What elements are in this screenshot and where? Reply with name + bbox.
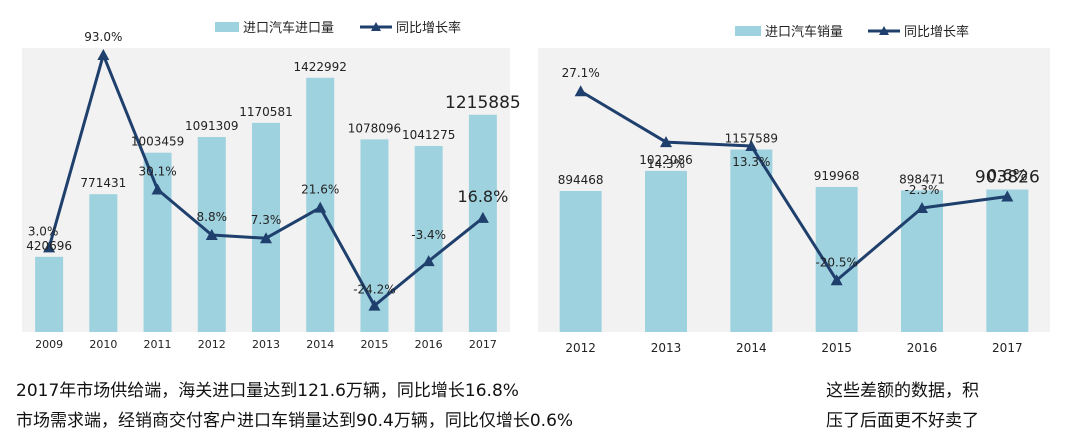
- chart2-legend-line-label: 同比增长率: [904, 24, 969, 40]
- chart2-bar-label-2014: 1157589: [725, 132, 778, 146]
- chart2-growth-line: [579, 89, 1008, 282]
- chart1-growth-marker-2009: [43, 241, 56, 253]
- chart2-legend-bar-swatch: [735, 26, 761, 36]
- chart1-growth-label-2014: 21.6%: [301, 183, 339, 197]
- chart1-bar-label-2014: 1422992: [293, 60, 346, 74]
- chart1-bar-label-2010: 771431: [80, 176, 126, 190]
- chart1-legend: 进口汽车进口量 同比增长率: [215, 20, 461, 36]
- chart1-tick-label-2014: 2014: [306, 338, 334, 351]
- chart1-growth-marker-2012: [205, 229, 218, 241]
- chart2-growth-marker-2017: [1001, 190, 1014, 202]
- chart2-bar-2016: [901, 190, 943, 332]
- chart2-bar-2012: [559, 190, 602, 332]
- chart2-legend-marker: [879, 26, 889, 35]
- chart1-tick-label-2009: 2009: [35, 338, 63, 351]
- chart1-legend-bar-label: 进口汽车进口量: [243, 20, 334, 36]
- chart1-legend-bar-swatch: [215, 22, 239, 32]
- chart2-growth-label-2014: 13.3%: [732, 155, 770, 169]
- chart2-tick-label-2012: 2012: [565, 341, 596, 355]
- chart2-growth-label-2012: 27.1%: [562, 66, 600, 80]
- chart1-growth-marker-2017: [476, 211, 489, 223]
- chart1-tick-label-2013: 2013: [252, 338, 280, 351]
- chart2-bar-label-2017: 903826: [975, 168, 1040, 188]
- chart1-growth-label-2017: 16.8%: [457, 187, 508, 206]
- chart2-growth-marker-2016: [916, 201, 928, 213]
- chart1-tick-label-2011: 2011: [144, 338, 172, 351]
- chart2-bar-label-2015: 919968: [814, 169, 860, 183]
- chart2-bar-label-2013: 1022086: [639, 153, 692, 167]
- chart1-bar-2011: [143, 152, 172, 332]
- import-volume-chart: 进口汽车进口量 同比增长率 420696 2009 771431 2010 100345…: [22, 20, 521, 351]
- chart2-growth-marker-2012: [574, 85, 587, 97]
- chart1-tick-label-2012: 2012: [198, 338, 226, 351]
- chart1-bar-label-2009: 420696: [26, 239, 72, 253]
- side-note-line2: 压了后面更不好卖了: [826, 411, 979, 431]
- chart1-growth-marker-2013: [260, 232, 272, 244]
- chart1-tick-label-2010: 2010: [89, 338, 117, 351]
- chart2-growth-marker-2015: [830, 274, 843, 286]
- chart2-bar-2013: [645, 170, 687, 332]
- caption-supply: 2017年市场供给端，海关进口量达到121.6万辆，同比增长16.8%: [16, 381, 519, 401]
- chart1-bar-2010: [89, 194, 118, 332]
- chart2-growth-label-2013: 14.3%: [647, 157, 685, 171]
- chart2-tick-label-2015: 2015: [821, 341, 852, 355]
- chart1-bar-label-2017: 1215885: [445, 93, 521, 113]
- chart2-tick-label-2016: 2016: [907, 341, 938, 355]
- chart2-growth-marker-2014: [745, 140, 758, 152]
- chart1-growth-label-2016: -3.4%: [411, 228, 446, 242]
- chart2-tick-label-2013: 2013: [651, 341, 682, 355]
- chart1-legend-line-label: 同比增长率: [396, 20, 461, 36]
- chart2-growth-label-2016: -2.3%: [905, 183, 940, 197]
- chart1-growth-marker-2010: [97, 48, 110, 60]
- chart1-growth-label-2011: 30.1%: [138, 164, 176, 178]
- chart2-tick-label-2014: 2014: [736, 341, 767, 355]
- chart1-growth-label-2009: 3.0%: [28, 224, 59, 238]
- chart2-legend: 进口汽车销量 同比增长率: [735, 24, 969, 40]
- chart2-tick-label-2017: 2017: [992, 341, 1023, 355]
- chart1-bar-2009: [35, 256, 64, 332]
- chart2-growth-marker-2013: [660, 136, 672, 148]
- chart1-bar-2017: [468, 114, 497, 333]
- chart1-tick-label-2015: 2015: [360, 338, 388, 351]
- chart1-growth-label-2013: 7.3%: [251, 213, 282, 227]
- chart2-bar-2017: [986, 189, 1029, 332]
- chart1-tick-label-2016: 2016: [415, 338, 443, 351]
- chart1-growth-marker-2014: [314, 201, 327, 213]
- chart1-bar-label-2011: 1003459: [131, 135, 184, 149]
- chart2-growth-label-2015: -20.5%: [815, 255, 857, 269]
- chart2-bar-label-2016: 898471: [899, 172, 945, 186]
- chart1-bar-label-2015: 1078096: [348, 121, 401, 135]
- chart2-bar-label-2012: 894468: [558, 173, 604, 187]
- chart2-legend-bar-label: 进口汽车销量: [765, 24, 843, 40]
- chart1-growth-marker-2011: [151, 183, 164, 195]
- side-note-line1: 这些差额的数据，积: [826, 381, 979, 401]
- chart1-bar-2016: [414, 145, 443, 332]
- chart2-plot-background: [538, 48, 1050, 332]
- chart1-bar-label-2012: 1091309: [185, 119, 238, 133]
- chart1-growth-label-2010: 93.0%: [84, 30, 122, 44]
- chart1-growth-label-2012: 8.8%: [197, 210, 228, 224]
- chart1-legend-marker: [371, 22, 381, 31]
- chart2-growth-label-2017: 0.6%: [987, 165, 1028, 184]
- chart1-tick-label-2017: 2017: [469, 338, 497, 351]
- chart1-bar-label-2016: 1041275: [402, 128, 455, 142]
- sales-volume-chart: 进口汽车销量 同比增长率 894468 2012 1022086 2013 115758…: [538, 24, 1050, 355]
- caption-demand: 市场需求端，经销商交付客户进口车销量达到90.4万辆，同比仅增长0.6%: [16, 411, 574, 431]
- chart1-bar-label-2013: 1170581: [239, 105, 292, 119]
- chart1-growth-marker-2016: [422, 255, 435, 267]
- chart1-bar-2013: [252, 122, 280, 332]
- chart1-growth-label-2015: -24.2%: [353, 283, 395, 297]
- chart2-bar-2014: [730, 149, 773, 332]
- chart1-growth-marker-2015: [368, 299, 381, 311]
